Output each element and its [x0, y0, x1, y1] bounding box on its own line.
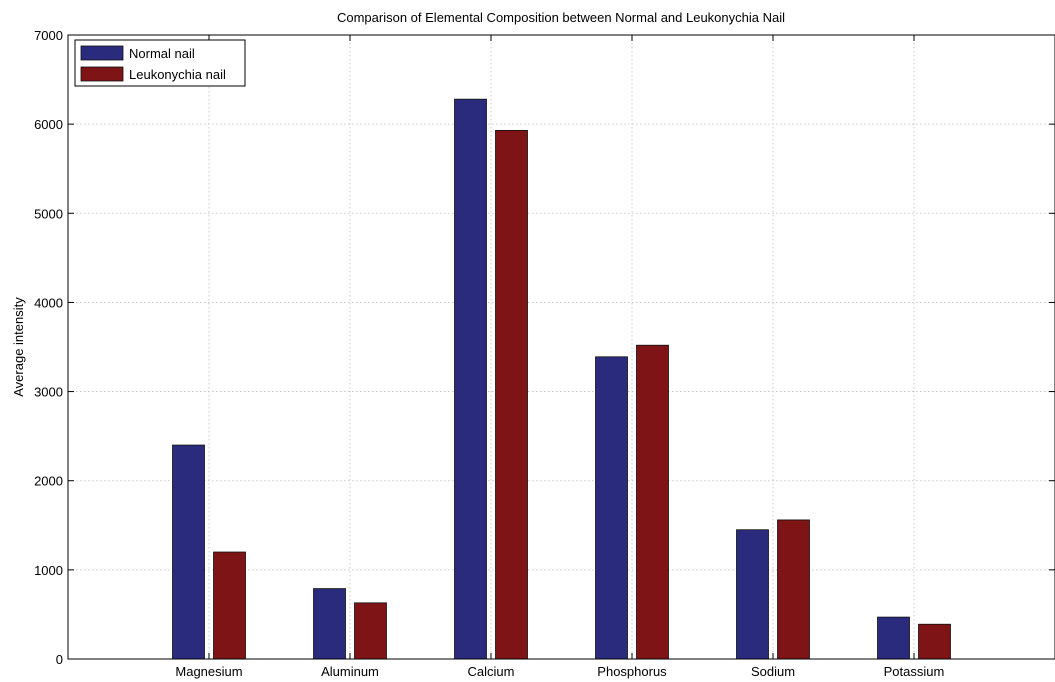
- x-tick-label: Calcium: [468, 664, 515, 679]
- bar-normal-nail-sodium: [736, 529, 769, 660]
- legend-label: Normal nail: [129, 46, 195, 61]
- legend-swatch: [80, 66, 124, 82]
- y-axis-label: Average intensity: [11, 297, 26, 397]
- y-tick-label: 2000: [34, 474, 63, 489]
- bar-leukonychia-nail-phosphorus: [636, 344, 669, 660]
- legend-label: Leukonychia nail: [129, 67, 226, 82]
- bar-normal-nail-aluminum: [313, 588, 346, 660]
- bar-leukonychia-nail-aluminum: [354, 602, 387, 660]
- bars: [172, 98, 951, 660]
- legend-swatch: [80, 45, 124, 61]
- bar-normal-nail-phosphorus: [595, 356, 628, 660]
- bar-leukonychia-nail-sodium: [777, 519, 810, 660]
- y-tick-label: 5000: [34, 206, 63, 221]
- x-tick-label: Sodium: [751, 664, 795, 679]
- bar-normal-nail-magnesium: [172, 444, 205, 660]
- x-tick-label: Phosphorus: [597, 664, 667, 679]
- x-tick-label: Potassium: [884, 664, 945, 679]
- bar-normal-nail-calcium: [454, 98, 487, 660]
- legend: Normal nail Leukonychia nail: [74, 39, 246, 87]
- axis-ticks: 0 1000 2000 3000 4000 5000 6000 7000 Magnesium Al…: [34, 28, 1055, 679]
- grid-lines: [68, 35, 1055, 659]
- bar-leukonychia-nail-calcium: [495, 129, 528, 660]
- bar-leukonychia-nail-potassium: [918, 623, 951, 660]
- y-tick-label: 4000: [34, 295, 63, 310]
- chart-title: Comparison of Elemental Composition betw…: [337, 10, 785, 25]
- x-tick-label: Magnesium: [175, 664, 242, 679]
- x-tick-label: Aluminum: [321, 664, 379, 679]
- bar-leukonychia-nail-magnesium: [213, 551, 246, 660]
- y-tick-label: 0: [56, 652, 63, 667]
- y-tick-label: 7000: [34, 28, 63, 43]
- y-tick-label: 1000: [34, 563, 63, 578]
- plot-frame: [67, 34, 1055, 660]
- y-tick-label: 3000: [34, 385, 63, 400]
- bar-normal-nail-potassium: [877, 616, 910, 660]
- y-tick-label: 6000: [34, 117, 63, 132]
